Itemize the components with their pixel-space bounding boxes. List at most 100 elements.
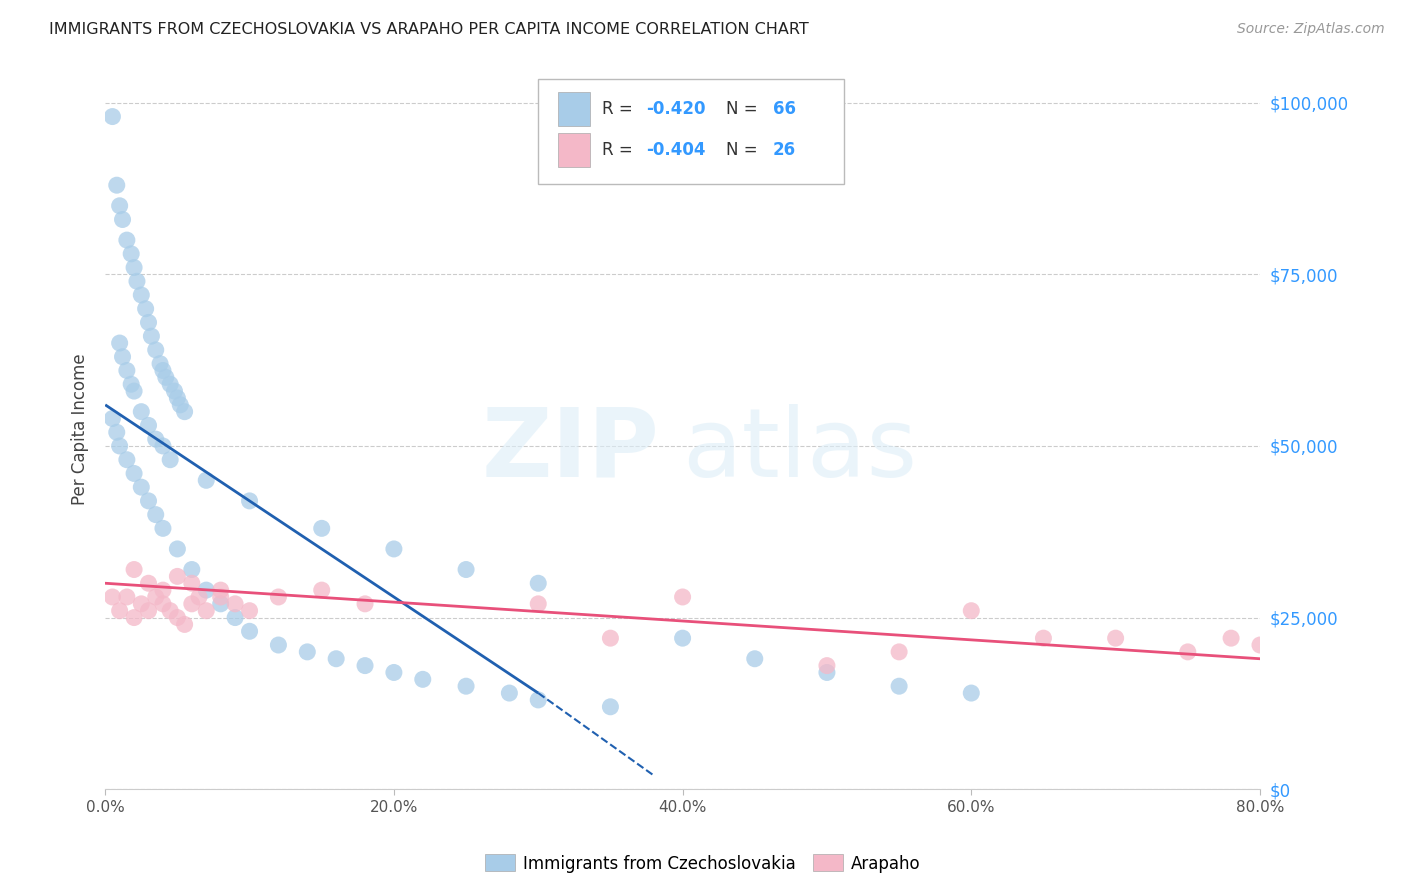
Point (311, 521, 333, 535)
Point (527, 576, 550, 591)
Point (122, 467, 145, 481)
Point (412, 673, 434, 687)
Point (135, 301, 157, 316)
Point (382, 665, 405, 680)
Point (238, 624, 260, 639)
Text: 26: 26 (773, 141, 796, 159)
Point (152, 583, 174, 598)
Point (297, 645, 319, 659)
Point (101, 590, 124, 604)
Point (887, 679, 910, 693)
Point (138, 576, 160, 591)
Point (960, 686, 983, 700)
Point (454, 679, 477, 693)
Point (122, 562, 145, 576)
Y-axis label: Per Capita Income: Per Capita Income (72, 353, 89, 505)
Point (129, 480, 152, 494)
Point (599, 699, 621, 714)
Point (159, 604, 181, 618)
Text: ZIP: ZIP (482, 404, 659, 497)
Point (1220, 631, 1243, 645)
Point (173, 405, 195, 419)
Point (152, 439, 174, 453)
Point (115, 590, 138, 604)
FancyBboxPatch shape (558, 133, 591, 167)
Point (122, 260, 145, 275)
Point (159, 377, 181, 392)
Point (671, 590, 693, 604)
Point (815, 665, 838, 680)
Point (138, 494, 160, 508)
Point (224, 597, 246, 611)
Point (325, 652, 347, 666)
Point (138, 315, 160, 329)
Point (145, 590, 167, 604)
Point (744, 652, 766, 666)
Point (105, 178, 128, 193)
Point (195, 583, 218, 598)
Point (1104, 631, 1126, 645)
Point (108, 336, 131, 351)
Point (138, 604, 160, 618)
Point (267, 590, 290, 604)
Point (138, 418, 160, 433)
Text: IMMIGRANTS FROM CZECHOSLOVAKIA VS ARAPAHO PER CAPITA INCOME CORRELATION CHART: IMMIGRANTS FROM CZECHOSLOVAKIA VS ARAPAH… (49, 22, 808, 37)
Point (527, 693, 550, 707)
Point (1032, 631, 1054, 645)
Point (166, 541, 188, 556)
Point (105, 425, 128, 440)
Text: R =: R = (602, 141, 638, 159)
Point (108, 439, 131, 453)
Point (195, 473, 218, 487)
Point (180, 597, 202, 611)
Point (209, 583, 232, 598)
Point (122, 384, 145, 398)
Point (209, 590, 232, 604)
Point (454, 562, 477, 576)
Point (145, 343, 167, 357)
Point (180, 562, 202, 576)
Point (101, 411, 124, 425)
Point (224, 610, 246, 624)
FancyBboxPatch shape (538, 79, 844, 184)
Point (354, 597, 377, 611)
Point (166, 569, 188, 583)
Point (149, 357, 172, 371)
Point (960, 604, 983, 618)
Point (209, 597, 232, 611)
Point (108, 604, 131, 618)
Point (159, 452, 181, 467)
Text: N =: N = (727, 141, 763, 159)
Point (169, 398, 191, 412)
Point (267, 638, 290, 652)
Text: Source: ZipAtlas.com: Source: ZipAtlas.com (1237, 22, 1385, 37)
Point (120, 247, 142, 261)
Point (195, 604, 218, 618)
Point (152, 597, 174, 611)
Point (382, 541, 405, 556)
Point (152, 521, 174, 535)
Point (1177, 645, 1199, 659)
Text: -0.420: -0.420 (645, 100, 706, 118)
Point (887, 645, 910, 659)
Point (115, 233, 138, 247)
Point (129, 597, 152, 611)
Point (108, 199, 131, 213)
Point (166, 610, 188, 624)
Point (145, 432, 167, 446)
Point (1249, 638, 1271, 652)
Point (163, 384, 186, 398)
Point (498, 686, 520, 700)
Text: 66: 66 (773, 100, 796, 118)
Point (129, 405, 152, 419)
Point (527, 597, 550, 611)
Text: -0.404: -0.404 (645, 141, 706, 159)
Point (122, 610, 145, 624)
Point (815, 658, 838, 673)
Point (141, 329, 163, 343)
Text: N =: N = (727, 100, 763, 118)
Point (180, 576, 202, 591)
Point (599, 631, 621, 645)
Point (354, 658, 377, 673)
Point (155, 370, 177, 384)
